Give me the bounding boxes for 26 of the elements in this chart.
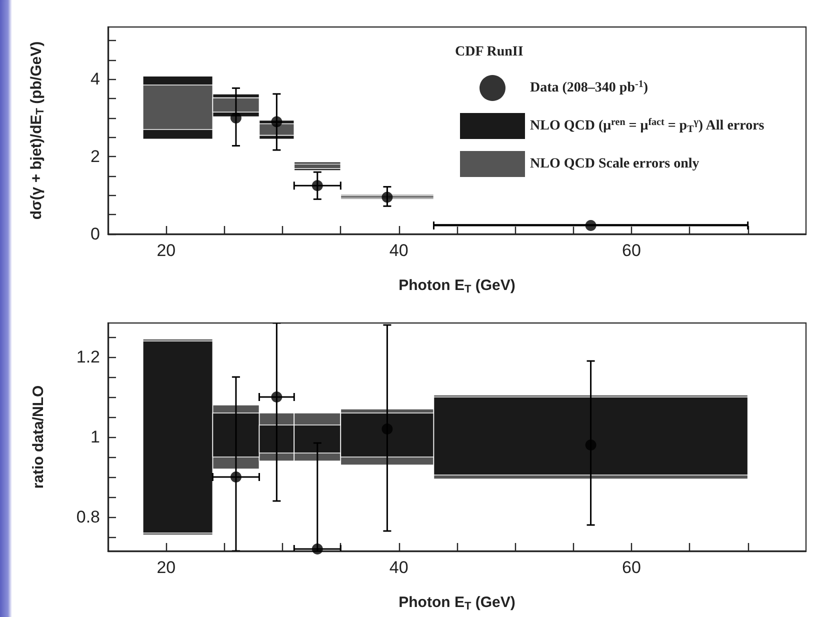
legend-label: NLO QCD Scale errors only xyxy=(530,156,700,172)
x-tick-label: 40 xyxy=(389,558,408,577)
annotation: CDF RunII xyxy=(455,44,524,60)
y-tick-label: 1.2 xyxy=(76,348,100,366)
point xyxy=(312,544,323,554)
point xyxy=(585,440,596,450)
y-axis-title: dσ(γ + bjet)/dET (pb/GeV) xyxy=(28,41,46,220)
point xyxy=(271,116,282,128)
y-tick-label: 0.8 xyxy=(76,508,100,526)
x-tick-label: 40 xyxy=(389,241,408,260)
y-tick-label: 2 xyxy=(90,147,100,166)
point xyxy=(382,192,393,203)
x-tick-label: 60 xyxy=(622,241,641,260)
point xyxy=(382,424,393,434)
point xyxy=(271,392,282,402)
y-tick-label: 1 xyxy=(90,428,100,446)
point xyxy=(230,472,242,482)
y-tick-label: 0 xyxy=(90,224,100,244)
x-tick-label: 20 xyxy=(156,241,176,260)
y-tick-label: 4 xyxy=(90,70,100,89)
point xyxy=(585,220,596,231)
x-tick-label: 20 xyxy=(156,558,176,577)
point xyxy=(312,180,323,192)
x-tick-label: 60 xyxy=(622,558,641,577)
y-axis-title: ratio data/NLO xyxy=(30,385,47,489)
point xyxy=(230,112,242,124)
